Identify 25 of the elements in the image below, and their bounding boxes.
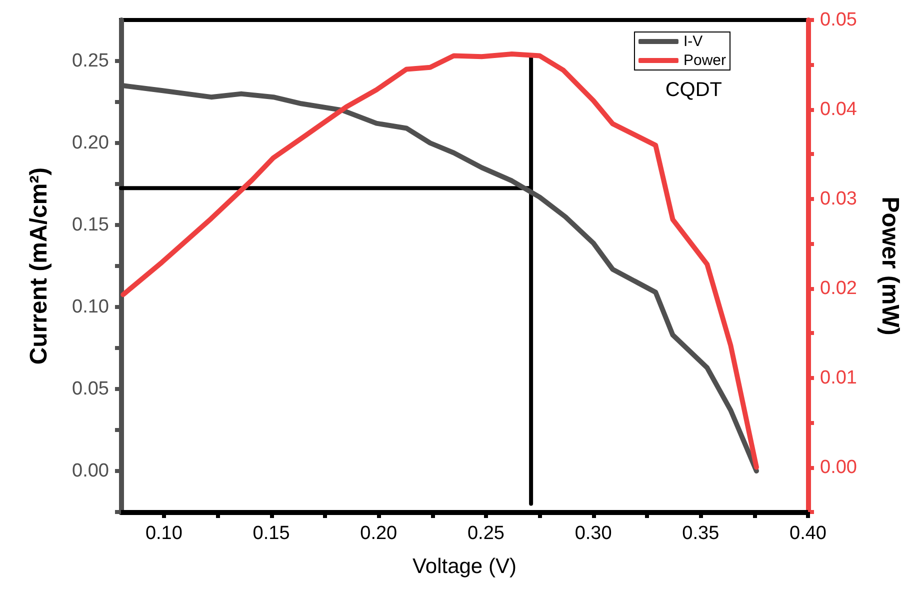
annotation: CQDT xyxy=(665,79,722,101)
y-tick-label: 0.10 xyxy=(72,296,109,318)
y2-tick-label: 0.04 xyxy=(820,98,858,120)
y-tick-label: 0.20 xyxy=(72,132,109,154)
x-tick-label: 0.40 xyxy=(790,523,826,544)
x-tick-label: 0.10 xyxy=(145,523,182,544)
legend-label: I-V xyxy=(683,33,703,50)
x-axis-title: Voltage (V) xyxy=(412,555,516,578)
y-axis-title: Current (mA/cm²) xyxy=(26,167,52,365)
y2-tick-label: 0.00 xyxy=(820,456,857,478)
x-tick-label: 0.35 xyxy=(682,523,720,544)
y2-tick-label: 0.02 xyxy=(820,278,857,299)
y2-axis-title: Power (mW) xyxy=(876,196,904,336)
y-tick-label: 0.05 xyxy=(72,378,109,400)
x-tick-label: 0.20 xyxy=(360,523,398,544)
y-tick-label: 0.00 xyxy=(72,460,109,482)
x-tick-label: 0.15 xyxy=(252,523,290,544)
x-tick-label: 0.25 xyxy=(467,523,504,544)
y2-tick-label: 0.01 xyxy=(820,367,857,388)
legend-label: Power xyxy=(683,52,726,69)
y-tick-label: 0.15 xyxy=(72,214,109,236)
y2-tick-label: 0.05 xyxy=(820,10,857,30)
y-tick-label: 0.25 xyxy=(72,50,109,72)
x-tick-label: 0.30 xyxy=(574,523,612,544)
y2-tick-label: 0.03 xyxy=(820,188,857,210)
